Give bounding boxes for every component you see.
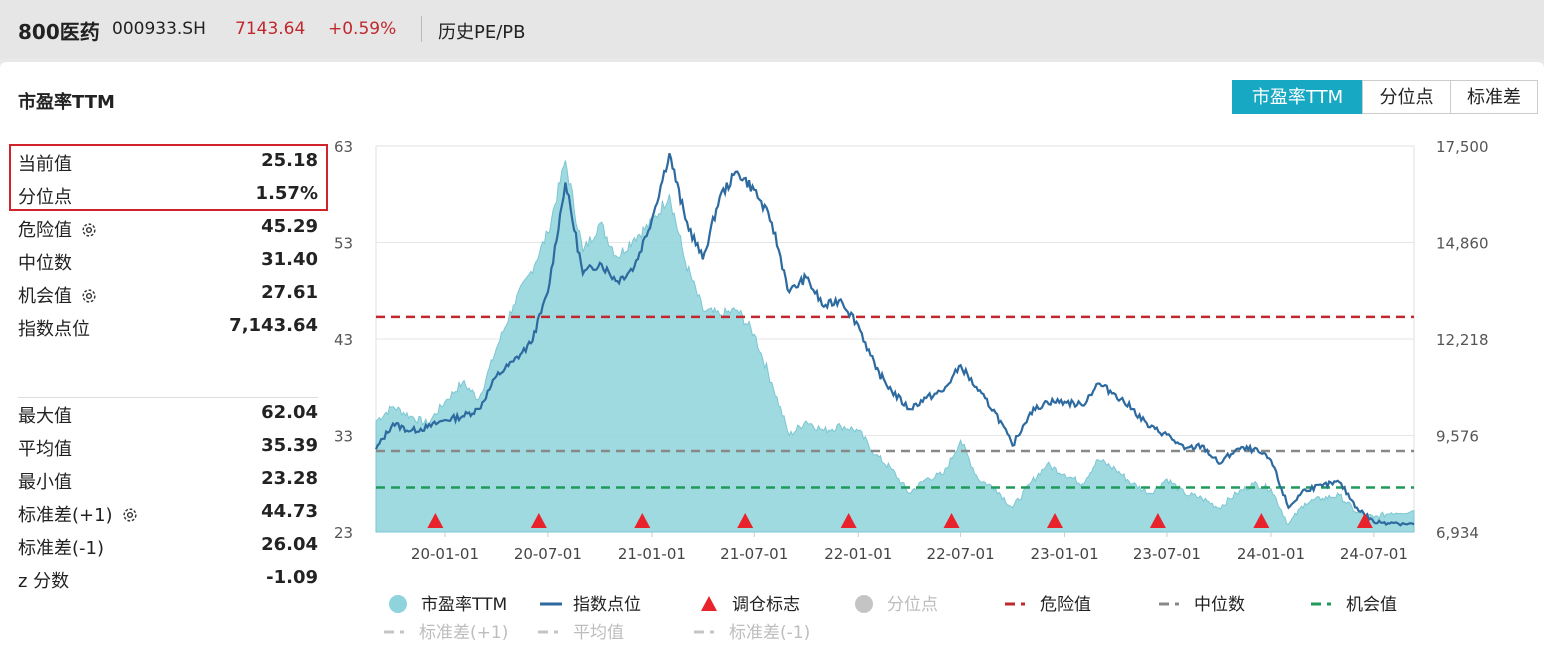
stat-value: 45.29 — [261, 216, 318, 237]
rebalance-marker — [840, 513, 857, 528]
rebalance-marker — [1149, 513, 1166, 528]
index-line — [374, 152, 1415, 527]
stat-value: 23.28 — [261, 468, 318, 489]
stat-label: 标准差(-1) — [18, 538, 104, 559]
x-tick-label: 20-01-01 — [411, 545, 479, 563]
stat-label: 最大值 — [18, 406, 72, 427]
legend-label: 危险值 — [1040, 595, 1091, 615]
stat-row: 标准差(-1) 26.04 — [18, 530, 318, 560]
stat-row: 最大值 62.04 — [18, 398, 318, 428]
legend-dot-icon — [855, 595, 873, 613]
stat-value: 62.04 — [261, 402, 318, 423]
rebalance-marker — [1356, 513, 1373, 528]
y-left-tick-label: 53 — [334, 235, 353, 253]
stat-row: 分位点 1.57% — [18, 179, 318, 209]
y-left-tick-label: 33 — [334, 428, 353, 446]
pe-ttm-area — [375, 160, 1415, 533]
y-right-tick-label: 9,576 — [1436, 428, 1479, 446]
legend-label: 机会值 — [1346, 595, 1397, 615]
y-left-tick-label: 63 — [334, 138, 353, 156]
legend-label: 市盈率TTM — [421, 595, 507, 615]
panel-title: 市盈率TTM — [18, 92, 115, 113]
stat-label: 当前值 — [18, 154, 72, 175]
rebalance-marker — [943, 513, 960, 528]
segment-percentile[interactable]: 分位点 — [1362, 80, 1451, 114]
y-right-tick-label: 6,934 — [1436, 524, 1479, 542]
rebalance-marker — [634, 513, 651, 528]
x-tick-label: 23-01-01 — [1031, 545, 1099, 563]
x-tick-label: 21-01-01 — [618, 545, 686, 563]
stat-row: 中位数 31.40 — [18, 245, 318, 275]
gear-icon[interactable] — [121, 506, 139, 524]
legend-dot-icon — [389, 595, 407, 613]
gear-icon[interactable] — [80, 221, 98, 239]
legend-label: 分位点 — [887, 595, 938, 615]
stat-row: 平均值 35.39 — [18, 431, 318, 461]
valuation-panel: 市盈率TTM 市盈率TTM 分位点 标准差 当前值 25.18 分位点 1.57% 危险… — [0, 62, 1544, 665]
x-tick-label: 24-01-01 — [1237, 545, 1305, 563]
stat-value: 35.39 — [261, 435, 318, 456]
header-divider — [421, 16, 422, 42]
legend-label: 标准差(+1) — [419, 623, 508, 643]
stat-row: 指数点位 7,143.64 — [18, 311, 318, 341]
highlight-box — [9, 144, 328, 211]
stat-row: 标准差(+1) 44.73 — [18, 497, 318, 527]
stat-label: 平均值 — [18, 439, 72, 460]
x-tick-label: 24-07-01 — [1340, 545, 1408, 563]
tab-history-pe-pb[interactable]: 历史PE/PB — [438, 22, 526, 43]
x-tick-label: 23-07-01 — [1133, 545, 1201, 563]
stat-value: 7,143.64 — [229, 315, 318, 336]
stat-row: 危险值 45.29 — [18, 212, 318, 242]
stat-row: 当前值 25.18 — [18, 146, 318, 176]
legend-label: 指数点位 — [573, 595, 641, 615]
y-left-tick-label: 23 — [334, 524, 353, 542]
stat-label: 分位点 — [18, 187, 72, 208]
stat-value: -1.09 — [266, 567, 318, 588]
stat-row: z 分数 -1.09 — [18, 563, 318, 593]
x-tick-label: 22-07-01 — [927, 545, 995, 563]
y-right-tick-label: 17,500 — [1436, 138, 1489, 156]
stat-label: z 分数 — [18, 571, 70, 592]
y-left-tick-label: 43 — [334, 331, 353, 349]
stat-value: 27.61 — [261, 282, 318, 303]
rebalance-marker — [530, 513, 547, 528]
rebalance-marker — [1253, 513, 1270, 528]
rebalance-marker — [1046, 513, 1063, 528]
rebalance-marker — [737, 513, 754, 528]
stat-label: 最小值 — [18, 472, 72, 493]
legend-triangle-icon — [701, 596, 717, 611]
stat-label: 机会值 — [18, 282, 98, 308]
stat-value: 1.57% — [255, 183, 318, 204]
segment-pe-ttm[interactable]: 市盈率TTM — [1232, 80, 1363, 114]
header-bar: 800医药 000933.SH 7143.64 +0.59% 历史PE/PB — [0, 0, 1544, 58]
index-price: 7143.64 — [235, 19, 306, 39]
stat-value: 44.73 — [261, 501, 318, 522]
stat-row: 最小值 23.28 — [18, 464, 318, 494]
index-change: +0.59% — [328, 19, 397, 39]
stat-label: 危险值 — [18, 216, 98, 242]
y-right-tick-label: 12,218 — [1436, 331, 1489, 349]
index-name: 800医药 — [18, 20, 100, 44]
rebalance-marker — [427, 513, 444, 528]
legend-label: 中位数 — [1194, 595, 1245, 615]
legend-label: 平均值 — [573, 623, 624, 643]
stats-divider — [18, 397, 318, 398]
index-code: 000933.SH — [112, 19, 206, 39]
stat-label: 中位数 — [18, 253, 72, 274]
x-tick-label: 21-07-01 — [720, 545, 788, 563]
x-tick-label: 22-01-01 — [824, 545, 892, 563]
y-right-tick-label: 14,860 — [1436, 235, 1489, 253]
stat-label: 标准差(+1) — [18, 501, 139, 527]
x-tick-label: 20-07-01 — [514, 545, 582, 563]
stat-value: 31.40 — [261, 249, 318, 270]
segment-std-dev[interactable]: 标准差 — [1450, 80, 1538, 114]
stat-row: 机会值 27.61 — [18, 278, 318, 308]
gear-icon[interactable] — [80, 287, 98, 305]
legend-label: 调仓标志 — [732, 595, 800, 615]
stat-label: 指数点位 — [18, 319, 90, 340]
stat-value: 26.04 — [261, 534, 318, 555]
legend-label: 标准差(-1) — [729, 623, 810, 643]
stat-value: 25.18 — [261, 150, 318, 171]
